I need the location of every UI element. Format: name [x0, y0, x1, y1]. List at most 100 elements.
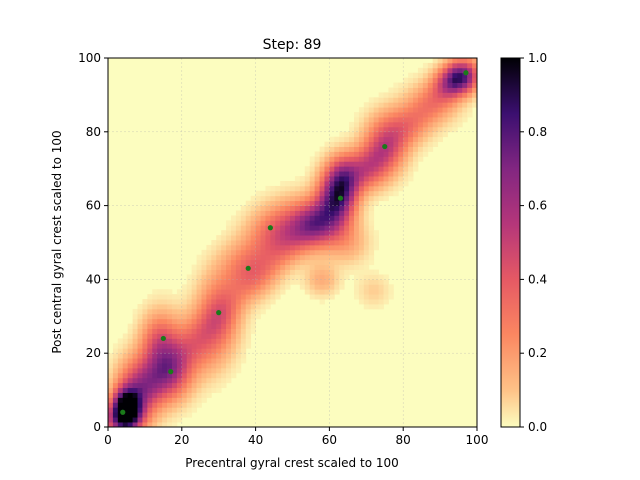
heatmap-cell	[447, 102, 453, 108]
heatmap-cell	[132, 412, 138, 418]
heatmap-cell	[354, 215, 360, 221]
heatmap-cell	[447, 126, 453, 133]
heatmap-cell	[304, 205, 311, 211]
heatmap-cell	[280, 181, 286, 187]
heatmap-cell	[344, 195, 350, 202]
heatmap-cell	[231, 289, 237, 295]
heatmap-cell	[235, 363, 242, 369]
heatmap-cell	[255, 299, 261, 305]
colorbar-ticks: 0.00.20.40.60.81.0	[520, 51, 547, 434]
heatmap-cell	[408, 92, 414, 98]
heatmap-cell	[354, 117, 360, 123]
heatmap-cell	[186, 338, 193, 344]
heatmap-cell	[152, 313, 158, 320]
heatmap-cell	[363, 254, 370, 261]
heatmap-cell	[403, 117, 409, 123]
heatmap-cell	[358, 249, 365, 256]
heatmap-cell	[294, 220, 301, 226]
heatmap-cell	[191, 289, 197, 295]
heatmap-cell	[299, 244, 306, 251]
heatmap-cell	[137, 397, 143, 403]
heatmap-cell	[299, 230, 306, 236]
heatmap-cell	[171, 308, 178, 315]
heatmap-cell	[339, 131, 345, 138]
heatmap-cell	[344, 240, 350, 246]
heatmap-cell	[363, 136, 370, 143]
heatmap-cell	[142, 377, 148, 384]
heatmap-cell	[275, 269, 281, 275]
heatmap-cell	[432, 77, 439, 83]
heatmap-cell	[354, 230, 360, 236]
heatmap-cell	[260, 299, 266, 305]
heatmap-cell	[314, 279, 320, 285]
heatmap-cell	[162, 377, 168, 384]
heatmap-cell	[191, 299, 197, 305]
heatmap-cell	[162, 304, 168, 310]
heatmap-cell	[442, 58, 448, 64]
heatmap-cell	[226, 323, 232, 329]
heatmap-cell	[206, 377, 212, 384]
heatmap-cell	[201, 397, 207, 403]
heatmap-cell	[299, 264, 306, 270]
heatmap-cell	[112, 372, 119, 379]
heatmap-cell	[309, 205, 316, 211]
heatmap-cell	[171, 412, 178, 418]
heatmap-cell	[245, 215, 252, 221]
heatmap-cell	[216, 358, 222, 364]
heatmap-cell	[334, 205, 340, 211]
heatmap-cell	[363, 274, 370, 280]
heatmap-cell	[413, 97, 419, 103]
heatmap-cell	[142, 358, 148, 364]
heatmap-cell	[112, 412, 119, 418]
heatmap-cell	[112, 392, 119, 398]
heatmap-cell	[235, 338, 242, 344]
heatmap-cell	[319, 156, 325, 162]
heatmap-cell	[201, 377, 207, 384]
heatmap-cell	[319, 215, 325, 221]
heatmap-cell	[344, 274, 350, 280]
heatmap-cell	[147, 304, 153, 310]
heatmap-cell	[235, 289, 242, 295]
heatmap-cell	[368, 146, 375, 152]
heatmap-cell	[245, 230, 252, 236]
heatmap-cell	[280, 240, 286, 246]
heatmap-cell	[309, 161, 316, 167]
heatmap-cell	[260, 190, 266, 197]
heatmap-area	[108, 58, 477, 427]
heatmap-cell	[226, 284, 232, 290]
heatmap-cell	[442, 126, 448, 133]
heatmap-cell	[417, 102, 424, 108]
heatmap-cell	[314, 284, 320, 290]
colorbar-tick-label: 0.2	[528, 346, 547, 360]
heatmap-cell	[152, 363, 158, 369]
heatmap-cell	[467, 82, 473, 88]
heatmap-cell	[304, 279, 311, 285]
heatmap-cell	[142, 402, 148, 408]
heatmap-cell	[452, 97, 458, 103]
heatmap-cell	[368, 136, 375, 143]
heatmap-cell	[176, 392, 183, 398]
heatmap-cell	[216, 240, 222, 246]
heatmap-cell	[255, 313, 261, 320]
heatmap-cell	[221, 333, 227, 339]
heatmap-cell	[221, 235, 227, 241]
heatmap-cell	[314, 185, 320, 192]
heatmap-cell	[250, 313, 256, 320]
heatmap-cell	[181, 387, 188, 393]
heatmap-cell	[319, 289, 325, 295]
heatmap-cell	[442, 102, 448, 108]
heatmap-cell	[378, 284, 384, 290]
heatmap-cell	[329, 185, 335, 192]
heatmap-cell	[162, 313, 168, 320]
heatmap-cell	[354, 176, 360, 182]
heatmap-cell	[250, 328, 256, 334]
heatmap-cell	[373, 117, 379, 123]
heatmap-cell	[403, 102, 409, 108]
heatmap-cell	[191, 308, 197, 315]
heatmap-cell	[309, 289, 316, 295]
heatmap-cell	[181, 372, 188, 379]
heatmap-cell	[231, 215, 237, 221]
heatmap-cell	[413, 126, 419, 133]
heatmap-cell	[329, 176, 335, 182]
heatmap-cell	[354, 166, 360, 172]
